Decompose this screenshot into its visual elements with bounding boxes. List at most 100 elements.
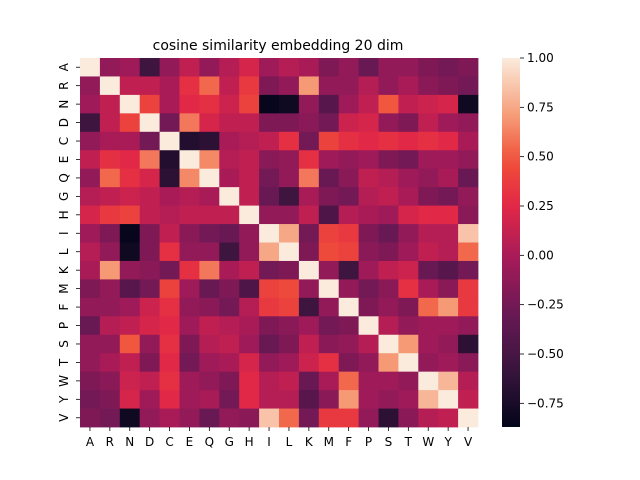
heatmap-cell-K-Q	[199, 260, 220, 280]
y-tick-label: Q	[57, 173, 71, 182]
colorbar	[502, 58, 520, 427]
heatmap-cell-K-E	[179, 260, 200, 280]
heatmap-cell-G-I	[259, 187, 280, 206]
heatmap-cell-V-T	[398, 408, 419, 428]
heatmap-cell-I-F	[338, 224, 359, 243]
heatmap-cell-N-G	[219, 94, 240, 114]
heatmap-cell-S-C	[159, 334, 180, 354]
heatmap-cell-R-H	[239, 76, 260, 96]
heatmap-cell-D-T	[398, 113, 419, 133]
heatmap-cell-I-M	[318, 224, 340, 243]
heatmap-cell-T-K	[298, 353, 320, 373]
y-tick-label: Y	[57, 395, 71, 404]
heatmap-cell-Q-L	[279, 168, 300, 188]
heatmap-cell-V-L	[279, 408, 300, 428]
heatmap-cell-M-D	[139, 279, 160, 299]
heatmap-cell-C-K	[298, 131, 320, 151]
heatmap-cell-Y-V	[458, 390, 479, 409]
heatmap-cell-N-L	[279, 94, 300, 114]
heatmap-cell-K-Y	[438, 260, 459, 280]
heatmap-cell-G-R	[99, 187, 121, 206]
heatmap-cell-G-Y	[438, 187, 459, 206]
heatmap-cell-T-F	[338, 353, 359, 373]
heatmap-cell-S-Y	[438, 334, 459, 354]
heatmap-cell-W-G	[219, 371, 240, 391]
x-tick-label: P	[365, 435, 372, 449]
heatmap-cell-M-L	[279, 279, 300, 299]
heatmap-cell-W-C	[159, 371, 180, 391]
heatmap-cell-Y-N	[119, 390, 141, 409]
heatmap-cell-M-A	[80, 279, 101, 299]
heatmap-cell-I-K	[298, 224, 320, 243]
colorbar-tick-label: −0.50	[527, 347, 564, 361]
heatmap-cell-G-H	[239, 187, 260, 206]
heatmap-cell-N-P	[358, 94, 379, 114]
heatmap-cell-L-N	[119, 242, 141, 262]
heatmap-cell-P-R	[99, 316, 121, 336]
heatmap-cell-Y-S	[378, 390, 399, 409]
heatmap-cell-G-G	[219, 187, 240, 206]
heatmap-cell-E-S	[378, 150, 399, 170]
heatmap-cell-I-C	[159, 224, 180, 243]
heatmap-cell-S-G	[219, 334, 240, 354]
colorbar-ticks: 1.00 0.75 0.50 0.25 0.00 −0.25 −0.50 −0.75	[520, 51, 564, 410]
heatmap-cell-M-K	[298, 279, 320, 299]
heatmap-cell-T-T	[398, 353, 419, 373]
heatmap-cell-P-L	[279, 316, 300, 336]
heatmap-cell-Q-C	[159, 168, 180, 188]
heatmap-cell-Q-T	[398, 168, 419, 188]
heatmap-cell-G-M	[318, 187, 340, 206]
heatmap-cell-Q-S	[378, 168, 399, 188]
heatmap-cell-C-T	[398, 131, 419, 151]
heatmap-cell-K-T	[398, 260, 419, 280]
x-tick-label: E	[186, 435, 194, 449]
y-tick-label: T	[57, 358, 71, 367]
heatmap-cell-P-K	[298, 316, 320, 336]
heatmap-cell-H-R	[99, 205, 121, 225]
heatmap-cell-M-G	[219, 279, 240, 299]
y-tick-label: N	[57, 100, 71, 109]
heatmap-cell-M-R	[99, 279, 121, 299]
heatmap-cell-W-M	[318, 371, 340, 391]
heatmap-cell-T-M	[318, 353, 340, 373]
heatmap-cell-V-F	[338, 408, 359, 428]
heatmap-cell-W-N	[119, 371, 141, 391]
heatmap-cell-D-K	[298, 113, 320, 133]
heatmap-cell-V-K	[298, 408, 320, 428]
heatmap-cell-F-P	[358, 297, 379, 317]
heatmap-cell-L-D	[139, 242, 160, 262]
heatmap-cell-A-A	[80, 58, 101, 77]
heatmap-cell-R-D	[139, 76, 160, 96]
heatmap-cell-R-G	[219, 76, 240, 96]
heatmap-cell-R-Y	[438, 76, 459, 96]
heatmap-cell-E-T	[398, 150, 419, 170]
heatmap-cell-H-D	[139, 205, 160, 225]
x-tick-label: S	[385, 435, 393, 449]
heatmap-cell-W-L	[279, 371, 300, 391]
heatmap-cell-S-Q	[199, 334, 220, 354]
heatmap-cell-P-F	[338, 316, 359, 336]
heatmap-cell-E-K	[298, 150, 320, 170]
heatmap-cell-K-P	[358, 260, 379, 280]
heatmap-cell-E-R	[99, 150, 121, 170]
heatmap-cell-K-G	[219, 260, 240, 280]
heatmap-cell-G-P	[358, 187, 379, 206]
heatmap-cell-Q-I	[259, 168, 280, 188]
heatmap-cell-R-V	[458, 76, 479, 96]
heatmap-cell-P-N	[119, 316, 141, 336]
heatmap-cell-H-P	[358, 205, 379, 225]
heatmap-cell-E-Y	[438, 150, 459, 170]
heatmap-cell-I-S	[378, 224, 399, 243]
heatmap-cell-S-D	[139, 334, 160, 354]
heatmap-cell-P-E	[179, 316, 200, 336]
heatmap-cell-L-P	[358, 242, 379, 262]
heatmap-cell-E-W	[418, 150, 439, 170]
heatmap-cell-Y-G	[219, 390, 240, 409]
heatmap-cell-Y-K	[298, 390, 320, 409]
heatmap-cell-L-Q	[199, 242, 220, 262]
heatmap-cell-G-S	[378, 187, 399, 206]
heatmap-cell-Y-Y	[438, 390, 459, 409]
heatmap-cell-Q-V	[458, 168, 479, 188]
heatmap-cell-N-M	[318, 94, 340, 114]
heatmap-cell-W-T	[398, 371, 419, 391]
